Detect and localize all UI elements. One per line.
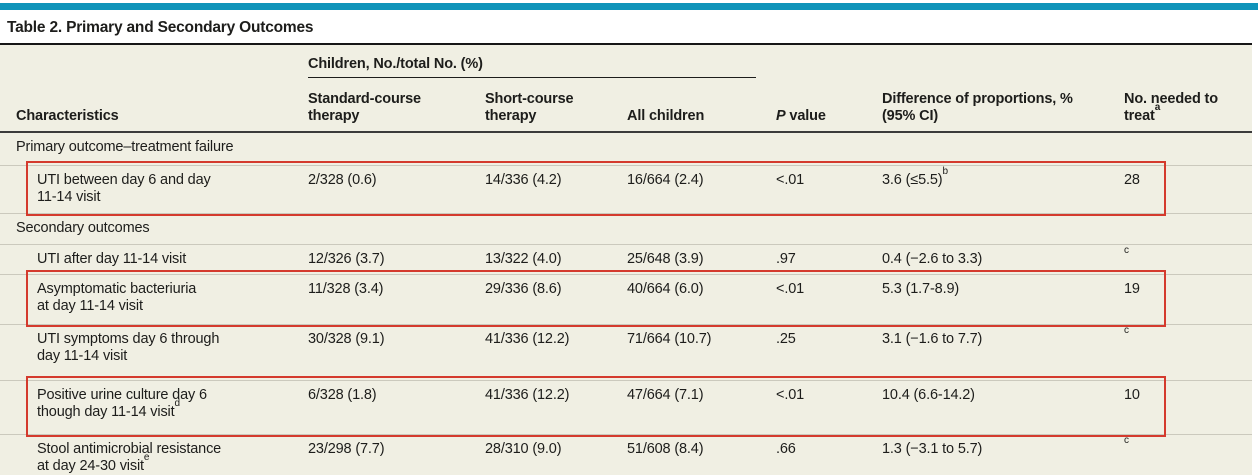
footnote-marker: b — [942, 165, 949, 177]
cell-difference: 1.3 (−3.1 to 5.7) — [882, 441, 983, 457]
cell-nnt: c — [1124, 435, 1252, 475]
column-header-row: Characteristics Standard-course therapy … — [0, 78, 1252, 131]
col-header-characteristics: Characteristics — [16, 108, 119, 124]
footnote-marker: d — [174, 397, 181, 409]
outcomes-table: Children, No./total No. (%) Characterist… — [0, 45, 1252, 475]
cell-all-children: 51/608 (8.4) — [627, 441, 704, 457]
p-value-rest: value — [785, 108, 826, 124]
cell-characteristic: UTI after day 11-14 visit — [37, 251, 187, 267]
span-header-row: Children, No./total No. (%) — [0, 45, 1252, 78]
cell-difference: 5.3 (1.7-8.9) — [882, 281, 960, 297]
col-header-short-course: Short-course therapy — [485, 91, 574, 124]
cell-standard-course: 23/298 (7.7) — [308, 441, 385, 457]
table-body: Primary outcome–treatment failure UTI bet… — [0, 133, 1252, 475]
cell-p-value: .97 — [776, 251, 796, 267]
col-header-all-children: All children — [627, 108, 705, 124]
cell-difference: 0.4 (−2.6 to 3.3) — [882, 251, 983, 267]
cell-p-value: <.01 — [776, 387, 805, 403]
cell-short-course: 28/310 (9.0) — [485, 441, 562, 457]
footnote-marker: a — [1154, 101, 1161, 113]
accent-bar — [0, 3, 1258, 10]
col-header-nnt: No. needed to treata — [1124, 91, 1218, 124]
footnote-marker: c — [1124, 434, 1129, 446]
table-row: Stool antimicrobial resistance at day 24… — [0, 434, 1252, 475]
cell-standard-course: 6/328 (1.8) — [308, 387, 377, 403]
cell-difference: 3.6 (≤5.5)b — [882, 165, 949, 188]
cell-standard-course: 11/328 (3.4) — [308, 281, 384, 297]
table-row: Asymptomatic bacteriuria at day 11-14 vi… — [0, 270, 1252, 327]
cell-characteristic: Positive urine culture day 6 though day … — [37, 387, 207, 420]
footnote-marker: c — [1124, 324, 1129, 336]
table-row: Positive urine culture day 6 though day … — [0, 376, 1252, 437]
cell-p-value: .66 — [776, 441, 796, 457]
footnote-marker: c — [1124, 244, 1129, 256]
cell-p-value: <.01 — [776, 281, 805, 297]
cell-standard-course: 2/328 (0.6) — [308, 172, 377, 188]
col-header-p-value: P value — [776, 108, 882, 125]
cell-nnt: 28 — [1124, 172, 1140, 188]
cell-p-value: <.01 — [776, 172, 805, 188]
cell-short-course: 13/322 (4.0) — [485, 251, 562, 267]
cell-standard-course: 12/326 (3.7) — [308, 251, 385, 267]
section-row: Primary outcome–treatment failure — [0, 133, 1252, 165]
table-title: Table 2. Primary and Secondary Outcomes — [7, 19, 314, 36]
p-value-italic-p: P — [776, 108, 786, 124]
span-header-spacer — [0, 45, 308, 78]
cell-all-children: 25/648 (3.9) — [627, 251, 704, 267]
cell-nnt: 10 — [1124, 387, 1140, 403]
col-header-difference: Difference of proportions, % (95% CI) — [882, 91, 1073, 124]
cell-short-course: 41/336 (12.2) — [485, 387, 570, 403]
cell-all-children: 71/664 (10.7) — [627, 331, 712, 347]
cell-all-children: 40/664 (6.0) — [627, 281, 704, 297]
section-label: Secondary outcomes — [16, 220, 150, 236]
cell-all-children: 16/664 (2.4) — [627, 172, 704, 188]
title-rule — [0, 43, 1252, 45]
cell-short-course: 14/336 (4.2) — [485, 172, 562, 188]
cell-characteristic: Stool antimicrobial resistance at day 24… — [37, 441, 222, 474]
footnote-marker: e — [143, 451, 150, 463]
span-header-children: Children, No./total No. (%) — [308, 45, 756, 78]
cell-nnt: c — [1124, 245, 1252, 274]
cell-characteristic: UTI between day 6 and day 11-14 visit — [37, 172, 211, 205]
cell-characteristic: UTI symptoms day 6 through day 11-14 vis… — [37, 331, 220, 364]
cell-short-course: 41/336 (12.2) — [485, 331, 570, 347]
cell-characteristic: Asymptomatic bacteriuria at day 11-14 vi… — [37, 281, 197, 314]
cell-all-children: 47/664 (7.1) — [627, 387, 704, 403]
table-row: UTI symptoms day 6 through day 11-14 vis… — [0, 324, 1252, 380]
cell-short-course: 29/336 (8.6) — [485, 281, 562, 297]
cell-nnt: c — [1124, 325, 1252, 380]
col-header-standard-course: Standard-course therapy — [308, 91, 421, 124]
cell-difference: 3.1 (−1.6 to 7.7) — [882, 331, 983, 347]
table-row: UTI after day 11-14 visit 12/326 (3.7) 13/… — [0, 244, 1252, 274]
cell-standard-course: 30/328 (9.1) — [308, 331, 385, 347]
table-row: UTI between day 6 and day 11-14 visit 2/3… — [0, 161, 1252, 216]
section-label: Primary outcome–treatment failure — [16, 139, 234, 155]
cell-nnt: 19 — [1124, 281, 1140, 297]
cell-difference: 10.4 (6.6-14.2) — [882, 387, 975, 403]
section-row: Secondary outcomes — [0, 213, 1252, 244]
cell-p-value: .25 — [776, 331, 796, 347]
table-header: Children, No./total No. (%) Characterist… — [0, 45, 1252, 133]
